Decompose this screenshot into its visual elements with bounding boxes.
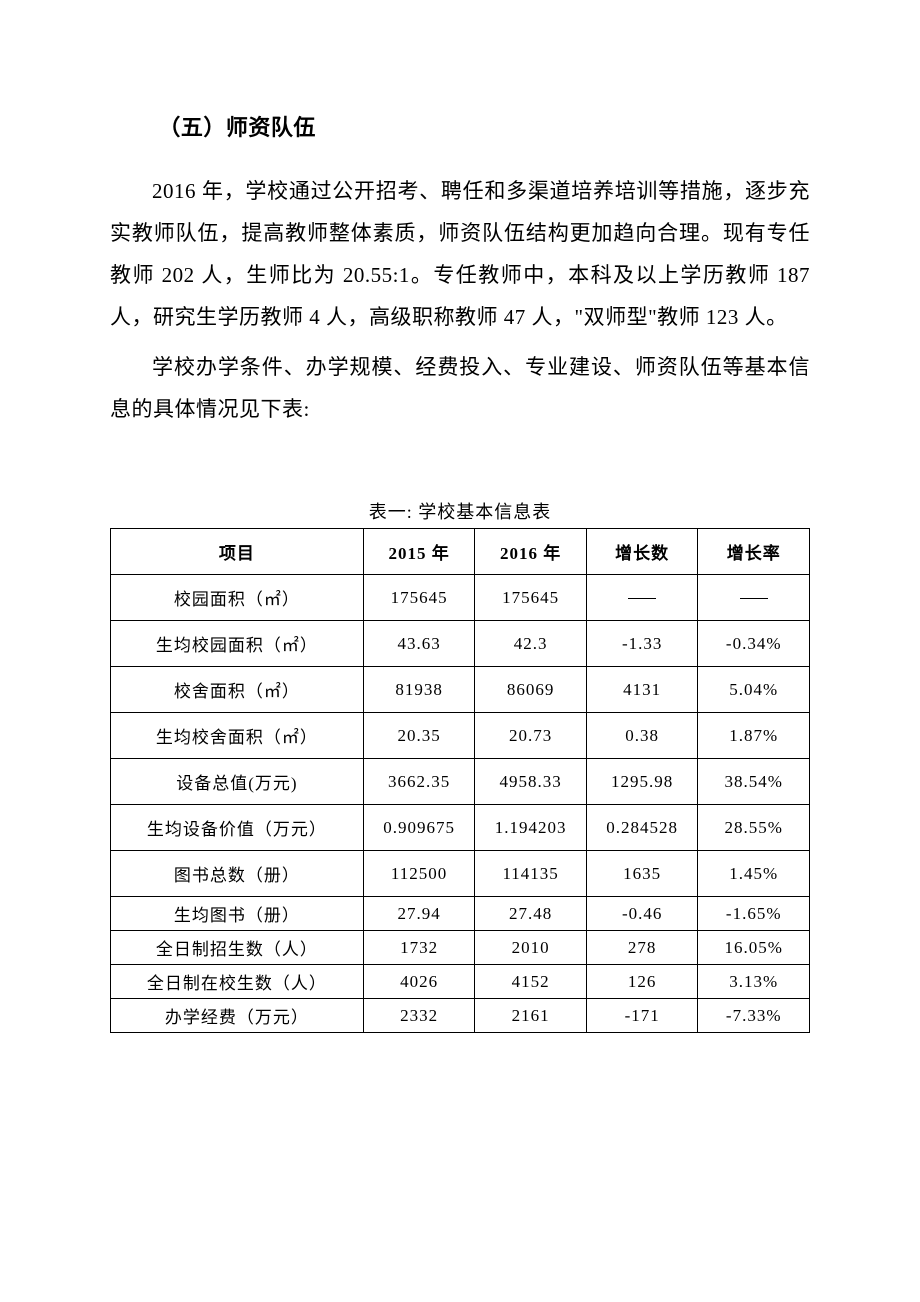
table-row: 生均图书（册）27.9427.48-0.46-1.65%: [111, 897, 810, 931]
table-caption: 表一: 学校基本信息表: [110, 498, 810, 524]
table-cell: 1.45%: [698, 851, 810, 897]
table-cell: 114135: [475, 851, 587, 897]
paragraph-2: 学校办学条件、办学规模、经费投入、专业建设、师资队伍等基本信息的具体情况见下表:: [110, 346, 810, 430]
spacer: [110, 438, 810, 498]
table-cell: 生均设备价值（万元）: [111, 805, 364, 851]
table-row: 生均校园面积（㎡）43.6342.3-1.33-0.34%: [111, 621, 810, 667]
dash-icon: [628, 598, 656, 599]
table-row: 生均设备价值（万元）0.9096751.1942030.28452828.55%: [111, 805, 810, 851]
table-cell: 4026: [363, 965, 475, 999]
table-cell: 4131: [586, 667, 698, 713]
table-cell: 图书总数（册）: [111, 851, 364, 897]
table-cell: [698, 575, 810, 621]
table-cell: 生均校园面积（㎡）: [111, 621, 364, 667]
table-cell: 4958.33: [475, 759, 587, 805]
table-cell: 278: [586, 931, 698, 965]
col-header: 增长数: [586, 529, 698, 575]
table-row: 全日制在校生数（人）402641521263.13%: [111, 965, 810, 999]
table-cell: 16.05%: [698, 931, 810, 965]
table-cell: -1.65%: [698, 897, 810, 931]
table-cell: 28.55%: [698, 805, 810, 851]
table-cell: -0.46: [586, 897, 698, 931]
table-cell: 校园面积（㎡）: [111, 575, 364, 621]
table-cell: [586, 575, 698, 621]
table-body: 校园面积（㎡）175645175645生均校园面积（㎡）43.6342.3-1.…: [111, 575, 810, 1033]
table-cell: 38.54%: [698, 759, 810, 805]
table-cell: 3.13%: [698, 965, 810, 999]
table-cell: 0.909675: [363, 805, 475, 851]
table-header-row: 项目 2015 年 2016 年 增长数 增长率: [111, 529, 810, 575]
table-cell: 3662.35: [363, 759, 475, 805]
table-cell: 2010: [475, 931, 587, 965]
table-cell: 20.73: [475, 713, 587, 759]
col-header: 2015 年: [363, 529, 475, 575]
table-cell: 20.35: [363, 713, 475, 759]
table-cell: 4152: [475, 965, 587, 999]
table-cell: 1.194203: [475, 805, 587, 851]
table-cell: 校舍面积（㎡）: [111, 667, 364, 713]
table-cell: 0.38: [586, 713, 698, 759]
col-header: 项目: [111, 529, 364, 575]
table-cell: 0.284528: [586, 805, 698, 851]
paragraph-1: 2016 年，学校通过公开招考、聘任和多渠道培养培训等措施，逐步充实教师队伍，提…: [110, 170, 810, 338]
table-row: 生均校舍面积（㎡）20.3520.730.381.87%: [111, 713, 810, 759]
table-cell: 112500: [363, 851, 475, 897]
table-row: 办学经费（万元）23322161-171-7.33%: [111, 999, 810, 1033]
section-heading: （五）师资队伍: [110, 110, 810, 142]
table-cell: 1732: [363, 931, 475, 965]
table-cell: 5.04%: [698, 667, 810, 713]
table-cell: 设备总值(万元): [111, 759, 364, 805]
table-row: 全日制招生数（人）1732201027816.05%: [111, 931, 810, 965]
table-cell: 1635: [586, 851, 698, 897]
table-cell: 1.87%: [698, 713, 810, 759]
table-cell: 2332: [363, 999, 475, 1033]
table-cell: 175645: [475, 575, 587, 621]
table-cell: -171: [586, 999, 698, 1033]
table-cell: 办学经费（万元）: [111, 999, 364, 1033]
info-table: 项目 2015 年 2016 年 增长数 增长率 校园面积（㎡）17564517…: [110, 528, 810, 1033]
table-cell: 1295.98: [586, 759, 698, 805]
table-cell: 175645: [363, 575, 475, 621]
table-head: 项目 2015 年 2016 年 增长数 增长率: [111, 529, 810, 575]
table-cell: 2161: [475, 999, 587, 1033]
table-cell: 81938: [363, 667, 475, 713]
table-cell: 126: [586, 965, 698, 999]
table-cell: 86069: [475, 667, 587, 713]
table-cell: 生均校舍面积（㎡）: [111, 713, 364, 759]
table-row: 图书总数（册）11250011413516351.45%: [111, 851, 810, 897]
table-cell: -0.34%: [698, 621, 810, 667]
table-cell: 43.63: [363, 621, 475, 667]
col-header: 增长率: [698, 529, 810, 575]
table-cell: 全日制在校生数（人）: [111, 965, 364, 999]
table-cell: 27.48: [475, 897, 587, 931]
dash-icon: [740, 598, 768, 599]
table-row: 校园面积（㎡）175645175645: [111, 575, 810, 621]
table-cell: 27.94: [363, 897, 475, 931]
table-cell: 42.3: [475, 621, 587, 667]
table-row: 设备总值(万元)3662.354958.331295.9838.54%: [111, 759, 810, 805]
table-row: 校舍面积（㎡）819388606941315.04%: [111, 667, 810, 713]
table-cell: -7.33%: [698, 999, 810, 1033]
table-cell: 生均图书（册）: [111, 897, 364, 931]
table-cell: 全日制招生数（人）: [111, 931, 364, 965]
document-page: （五）师资队伍 2016 年，学校通过公开招考、聘任和多渠道培养培训等措施，逐步…: [0, 0, 920, 1302]
col-header: 2016 年: [475, 529, 587, 575]
table-cell: -1.33: [586, 621, 698, 667]
